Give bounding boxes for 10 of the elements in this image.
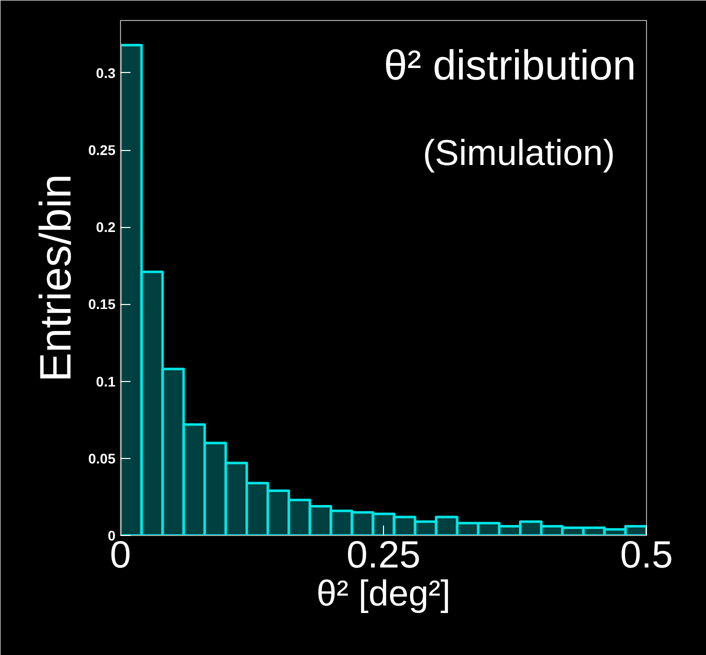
text: θ² distribution [384,41,636,88]
y-tick-label: 0.3 [96,64,116,81]
y-tick-label: 0.1 [96,373,116,390]
x-tick-label: 0.5 [620,534,673,576]
y-axis-title: Entries/bin [31,174,80,382]
y-tick-label: 0.05 [88,450,116,466]
y-tick-label: 0.15 [88,296,116,312]
annotation: (Simulation) [422,132,615,174]
y-tick-label: 0.2 [96,219,116,236]
y-tick-label: 0.25 [88,142,116,158]
